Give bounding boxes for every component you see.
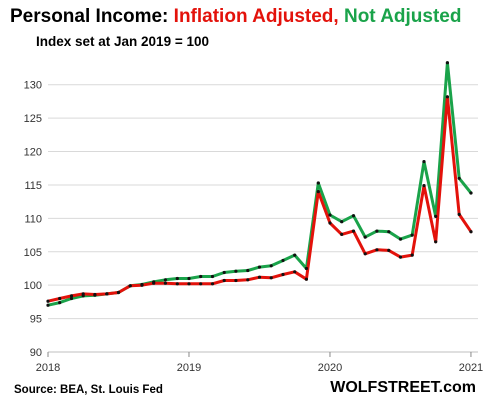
data-point-not-adjusted [163,278,167,282]
y-tick-label: 105 [24,247,42,259]
source-note: Source: BEA, St. Louis Fed [14,384,163,396]
data-point-inflation-adjusted [175,282,179,286]
data-point-inflation-adjusted [340,232,344,236]
data-point-inflation-adjusted [46,299,50,303]
data-point-inflation-adjusted [199,282,203,286]
data-point-inflation-adjusted [281,272,285,277]
data-point-inflation-adjusted [58,296,62,301]
data-point-not-adjusted [222,270,226,275]
data-point-not-adjusted [351,214,356,218]
data-point-not-adjusted [281,258,285,263]
data-point-not-adjusted [175,276,179,281]
data-point-inflation-adjusted [410,253,414,257]
data-point-inflation-adjusted [293,270,297,274]
data-point-inflation-adjusted [187,282,191,286]
data-point-inflation-adjusted [257,275,262,279]
data-point-not-adjusted [363,235,367,239]
x-tick-label: 2021 [459,362,483,374]
data-point-not-adjusted [340,220,344,224]
data-point-inflation-adjusted [69,294,74,298]
data-point-inflation-adjusted [222,278,226,283]
data-point-not-adjusted [457,176,461,180]
y-tick-label: 95 [30,314,42,326]
data-point-not-adjusted [257,265,262,269]
data-point-inflation-adjusted [375,248,379,252]
data-point-inflation-adjusted [246,278,250,282]
data-point-not-adjusted [434,214,438,218]
data-point-inflation-adjusted [116,290,121,295]
data-point-inflation-adjusted [398,255,403,259]
data-point-not-adjusted [375,229,379,233]
title-part-black: Personal Income: [10,6,174,27]
data-point-inflation-adjusted [469,230,473,234]
data-point-not-adjusted [316,181,320,185]
data-point-not-adjusted [210,274,215,279]
y-tick-label: 125 [24,113,42,125]
y-tick-label: 110 [24,213,42,225]
y-tick-label: 100 [24,280,42,292]
data-point-inflation-adjusted [363,252,367,256]
data-point-inflation-adjusted [93,292,97,297]
data-point-inflation-adjusted [351,229,356,233]
series-line-not-adjusted [46,61,473,307]
data-point-not-adjusted [46,303,50,307]
x-tick-label: 2018 [36,362,60,374]
data-point-inflation-adjusted [269,276,273,280]
y-tick-label: 130 [24,80,42,92]
data-point-not-adjusted [304,266,308,271]
data-point-not-adjusted [422,160,426,164]
data-point-inflation-adjusted [140,283,144,287]
brand-logo: WOLFSTREET.com [330,379,476,396]
data-point-inflation-adjusted [328,221,332,225]
data-point-not-adjusted [469,191,473,195]
data-point-not-adjusted [246,268,250,273]
data-point-inflation-adjusted [105,292,109,296]
data-point-inflation-adjusted [163,281,167,285]
title-part-green: Not Adjusted [338,6,462,27]
data-point-not-adjusted [293,253,297,257]
data-point-not-adjusted [199,274,203,279]
data-point-inflation-adjusted [128,284,132,288]
data-point-not-adjusted [187,276,191,281]
data-point-inflation-adjusted [422,184,426,188]
data-point-inflation-adjusted [387,248,391,252]
chart-title: Personal Income: Inflation Adjusted, Not… [10,5,461,29]
data-point-inflation-adjusted [210,282,215,286]
data-point-inflation-adjusted [81,292,85,296]
chart-subtitle: Index set at Jan 2019 = 100 [36,34,209,49]
data-point-not-adjusted [328,213,332,217]
data-point-inflation-adjusted [316,190,320,194]
data-point-not-adjusted [387,230,391,234]
data-point-inflation-adjusted [152,281,156,285]
data-point-not-adjusted [398,237,403,241]
data-point-inflation-adjusted [304,277,308,281]
data-point-not-adjusted [410,233,414,237]
title-part-red: Inflation Adjusted, [173,6,339,27]
x-tick-label: 2019 [177,362,201,374]
y-tick-label: 115 [24,180,42,192]
data-point-not-adjusted [234,269,238,273]
series-line-inflation-adjusted [46,95,473,303]
data-point-not-adjusted [69,296,74,301]
x-tick-label: 2020 [318,362,342,374]
data-point-inflation-adjusted [445,95,449,99]
data-point-not-adjusted [58,301,62,305]
data-point-not-adjusted [445,61,449,65]
y-tick-label: 120 [24,147,42,159]
data-point-inflation-adjusted [234,278,238,283]
data-point-inflation-adjusted [457,212,461,216]
data-point-inflation-adjusted [434,240,438,244]
data-point-not-adjusted [269,264,273,268]
y-tick-label: 90 [30,347,42,359]
